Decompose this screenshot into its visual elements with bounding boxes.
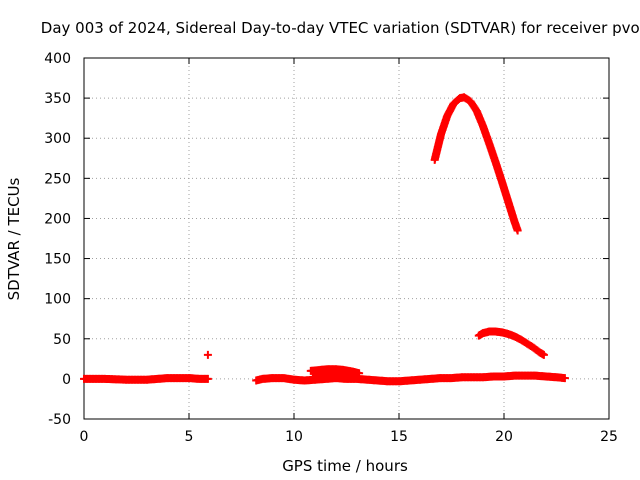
- y-tick-label: 50: [53, 332, 71, 348]
- grid-lines: [84, 58, 609, 419]
- x-tick-label: 0: [80, 429, 89, 445]
- data-point: [355, 369, 364, 378]
- y-tick-label: 400: [44, 51, 71, 67]
- y-tick-label: 200: [44, 211, 71, 227]
- series-mid-arc-low: [308, 371, 359, 382]
- y-tick-label: 100: [44, 292, 71, 308]
- plot-frame: [83, 57, 610, 420]
- x-tick-label: 10: [285, 429, 303, 445]
- data-points: [80, 93, 569, 386]
- series-high-arc: [430, 93, 522, 235]
- data-point: [350, 373, 359, 382]
- x-tick-label: 25: [600, 429, 618, 445]
- y-tick-label: 350: [44, 91, 71, 107]
- data-point: [203, 350, 212, 359]
- axis-ticks: 0 5 10 15 20 25 -50 0 50 100 150 200 250 300 350 400: [44, 51, 618, 445]
- series-small-arc: [474, 327, 548, 359]
- series-base-early: [80, 374, 212, 384]
- data-point: [539, 350, 548, 359]
- y-tick-label: 0: [62, 372, 71, 388]
- x-axis-label: GPS time / hours: [282, 457, 408, 475]
- series-isolated: [203, 350, 212, 359]
- y-tick-label: -50: [48, 412, 71, 428]
- chart-title: Day 003 of 2024, Sidereal Day-to-day VTE…: [41, 19, 640, 37]
- x-tick-label: 20: [495, 429, 513, 445]
- x-tick-label: 5: [185, 429, 194, 445]
- y-tick-label: 300: [44, 131, 71, 147]
- series-base-late: [252, 371, 569, 386]
- data-point: [203, 374, 212, 383]
- y-tick-label: 150: [44, 252, 71, 268]
- y-axis-label: SDTVAR / TECUs: [5, 177, 23, 300]
- data-point: [513, 226, 522, 235]
- data-point: [560, 374, 569, 383]
- y-tick-label: 250: [44, 171, 71, 187]
- x-tick-label: 15: [390, 429, 408, 445]
